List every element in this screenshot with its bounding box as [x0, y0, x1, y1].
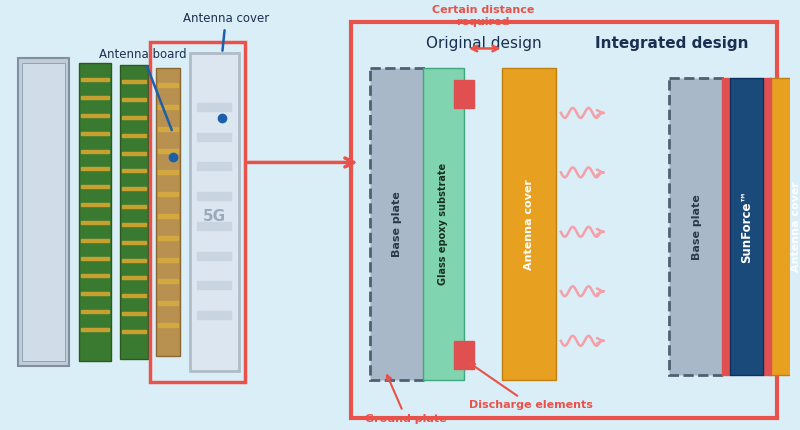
Bar — [350, 22, 777, 418]
Bar — [18, 58, 69, 366]
Text: Discharge elements: Discharge elements — [469, 363, 593, 410]
Bar — [122, 258, 146, 261]
Bar — [156, 68, 180, 356]
Bar — [198, 133, 231, 141]
Bar — [81, 274, 109, 277]
Bar — [158, 214, 178, 218]
Bar — [730, 78, 763, 375]
Bar — [81, 78, 109, 81]
Text: Integrated design: Integrated design — [594, 36, 748, 51]
Bar — [81, 328, 109, 331]
Bar — [158, 127, 178, 131]
Bar — [122, 294, 146, 297]
Bar — [198, 222, 231, 230]
Bar — [122, 134, 146, 137]
Bar — [122, 187, 146, 190]
Bar — [122, 276, 146, 280]
Text: Antenna cover: Antenna cover — [791, 181, 800, 272]
Bar — [81, 257, 109, 260]
Bar — [121, 65, 148, 359]
Bar — [22, 63, 65, 361]
Bar — [81, 221, 109, 224]
Bar — [158, 280, 178, 283]
Bar — [81, 203, 109, 206]
Text: SunForce™: SunForce™ — [740, 190, 753, 264]
Bar — [81, 114, 109, 117]
Bar — [81, 239, 109, 242]
Bar — [81, 132, 109, 135]
Bar — [190, 53, 239, 371]
Bar — [198, 103, 231, 111]
Bar — [198, 192, 231, 200]
Bar — [122, 98, 146, 101]
Bar — [122, 151, 146, 154]
Bar — [158, 192, 178, 196]
Bar — [8, 19, 344, 415]
Text: Antenna board: Antenna board — [98, 49, 186, 130]
Text: Certain distance
required: Certain distance required — [432, 5, 534, 27]
Bar — [770, 78, 800, 375]
Bar — [454, 80, 474, 108]
Text: 5G: 5G — [202, 209, 226, 224]
Text: Antenna cover: Antenna cover — [182, 12, 269, 51]
Text: Antenna cover: Antenna cover — [524, 179, 534, 270]
Bar — [150, 42, 245, 382]
Bar — [158, 83, 178, 87]
Bar — [454, 341, 474, 369]
Bar — [79, 63, 110, 361]
Bar — [158, 323, 178, 327]
Bar — [763, 78, 771, 375]
Bar — [122, 205, 146, 208]
Bar — [198, 252, 231, 260]
Bar — [670, 78, 724, 375]
Text: Base plate: Base plate — [393, 191, 402, 257]
Bar — [158, 105, 178, 109]
Bar — [370, 68, 425, 381]
Bar — [158, 170, 178, 174]
Bar — [198, 163, 231, 170]
Bar — [422, 68, 464, 381]
Text: Glass epoxy substrate: Glass epoxy substrate — [438, 163, 448, 286]
Bar — [198, 311, 231, 319]
Bar — [122, 330, 146, 333]
Text: Original design: Original design — [426, 36, 542, 51]
Bar — [81, 292, 109, 295]
Bar — [81, 96, 109, 99]
Text: Base plate: Base plate — [692, 194, 702, 260]
Bar — [81, 167, 109, 170]
Bar — [158, 149, 178, 153]
Bar — [122, 241, 146, 244]
Bar — [81, 150, 109, 153]
Bar — [158, 258, 178, 261]
Bar — [722, 78, 730, 375]
Bar — [122, 312, 146, 315]
Bar — [81, 185, 109, 188]
Bar — [158, 236, 178, 240]
Bar — [122, 223, 146, 226]
Bar — [502, 68, 556, 381]
Bar — [158, 301, 178, 305]
Text: Ground plate: Ground plate — [366, 375, 447, 424]
Bar — [122, 80, 146, 83]
Bar — [122, 169, 146, 172]
Bar — [122, 116, 146, 119]
Bar — [81, 310, 109, 313]
Bar — [198, 281, 231, 289]
